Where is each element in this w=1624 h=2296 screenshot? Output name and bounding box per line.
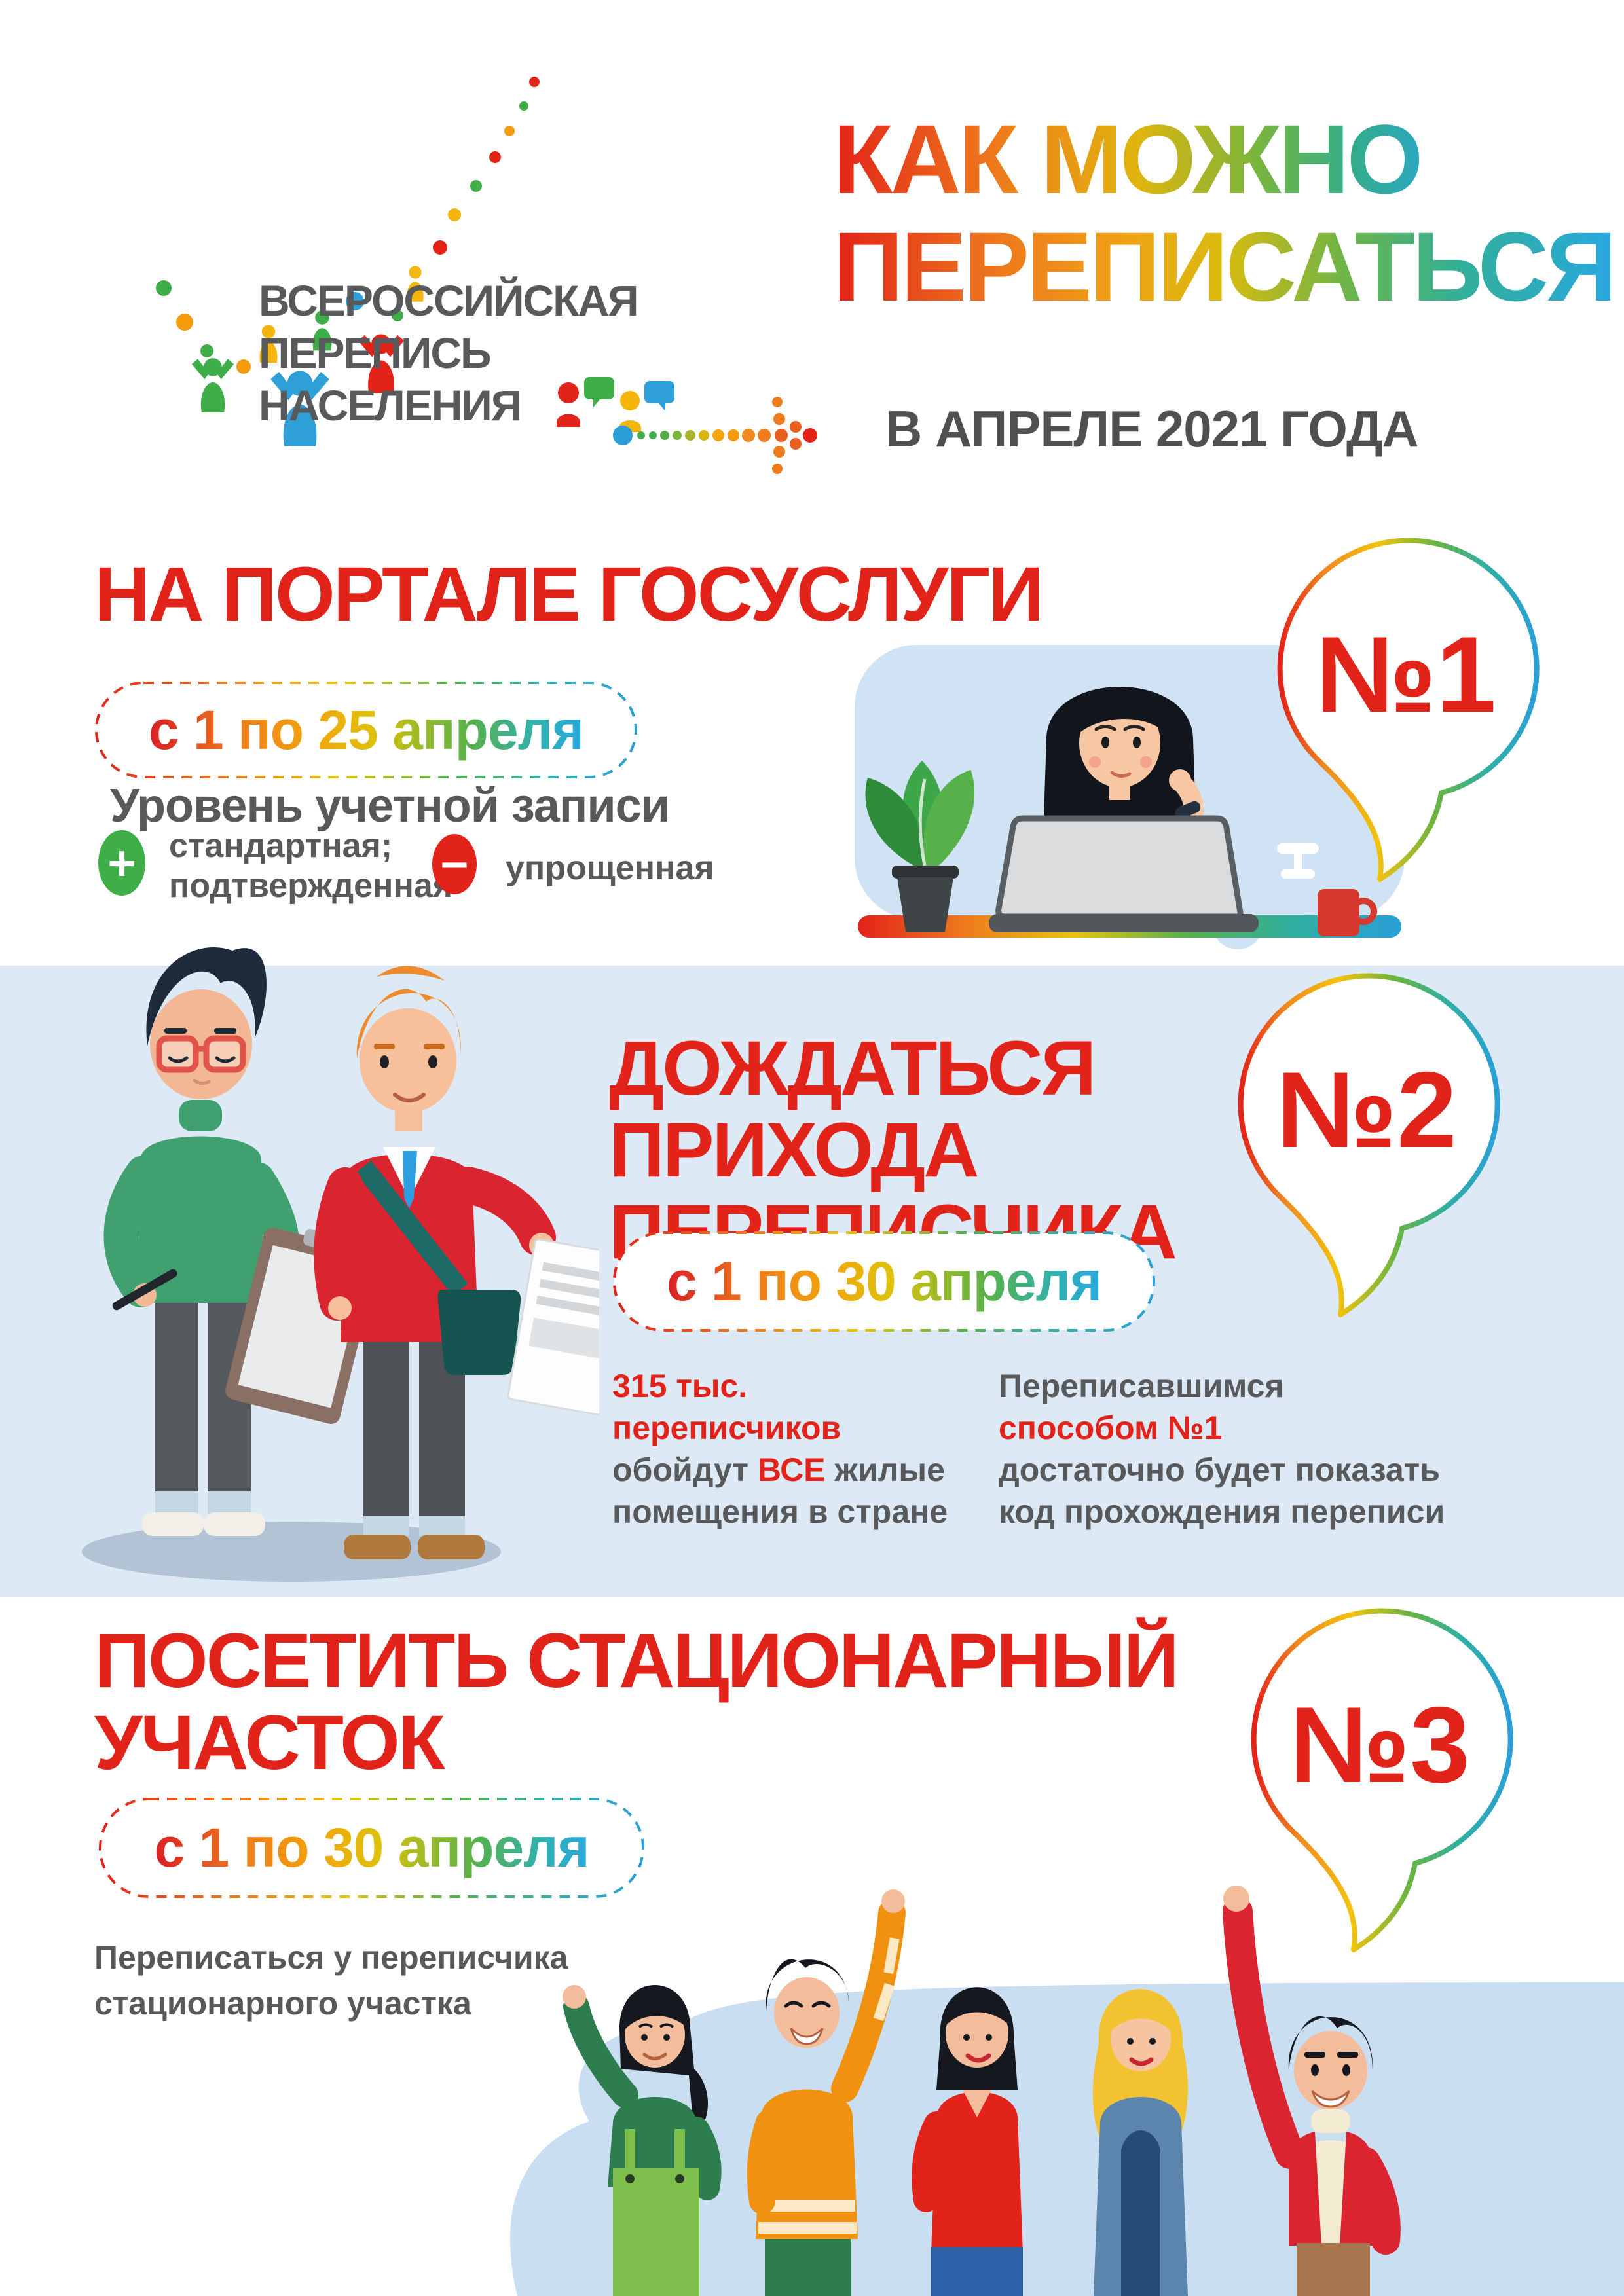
shoulder-bag [437,1290,521,1375]
fact-line3-pre: обойдут [612,1451,758,1488]
dotted-arrow-icon [613,397,817,474]
census-form-paper [507,1238,599,1416]
method3-note-line1: Переписаться у переписчика [94,1939,568,1976]
red-mug [1318,889,1377,936]
poster-subtitle: В АПРЕЛЕ 2021 ГОДА [885,400,1419,458]
man-red-cardigan [1223,1886,1401,2296]
fact-line3: обойдут ВСЕ жилые [612,1449,948,1491]
method2-title-line2: ПРИХОДА [609,1107,979,1194]
fact-right-line2: способом №1 [999,1410,1223,1446]
method3-title: ПОСЕТИТЬ СТАЦИОНАРНЫЙ УЧАСТОК [94,1618,1179,1787]
account-ok-label: стандартная; подтвержденная [169,826,452,907]
dashed-pill-border [613,1231,1155,1332]
poster-title-line1: КАК МОЖНО [833,104,1423,214]
dashed-pill-border [99,1798,644,1898]
method3-title-line1: ПОСЕТИТЬ СТАЦИОНАРНЫЙ [94,1618,1179,1704]
minus-icon: − [432,834,477,894]
plus-icon: + [98,830,145,896]
method2-fact-left: 315 тыс. переписчиков обойдут ВСЕ жилые … [612,1365,948,1533]
method3-dates: с 1 по 30 апреля [154,1817,589,1878]
method1-number-bubble: №1 [1277,538,1540,882]
fact-count-line2: переписчиков [612,1410,841,1446]
laptop [989,815,1259,932]
logo-org-line3: НАСЕЛЕНИЯ [259,381,521,429]
desk-lamp [1277,843,1319,879]
method2-number-bubble: №2 [1238,973,1500,1317]
account-level-label: Уровень учетной записи [110,780,670,832]
method2-dates-pill: с 1 по 30 апреля [612,1231,1156,1332]
method3-title-line2: УЧАСТОК [94,1700,445,1787]
girl-green-overalls [563,1985,722,2296]
census-logo: ВСЕРОССИЙСКАЯ ПЕРЕПИСЬ НАСЕЛЕНИЯ [156,77,674,446]
method2-title-line1: ДОЖДАТЬСЯ [609,1025,1096,1112]
dashed-pill-border [95,682,637,778]
method1-number: №1 [1316,614,1496,735]
plant [865,761,975,932]
logo-org-line2: ПЕРЕПИСЬ [259,329,490,377]
fact-line3-post: жилые [825,1451,945,1488]
method1-dates-pill: с 1 по 25 апреля [94,681,638,779]
red-glasses-icon [156,1035,246,1073]
method3-dates-pill: с 1 по 30 апреля [98,1797,645,1899]
method1-title: НА ПОРТАЛЕ ГОСУСЛУГИ [94,551,1044,638]
method2-dates: с 1 по 30 апреля [666,1250,1102,1312]
logo-org-line1: ВСЕРОССИЙСКАЯ [259,276,638,325]
fact-right-line3: достаточно будет показать [999,1451,1440,1488]
man-green-sweater [103,947,379,1536]
man-red-sweater [314,966,599,1559]
method3-note: Переписаться у переписчика стационарного… [94,1935,568,2026]
woman-red-top [912,1987,1023,2296]
fact-line4: помещения в стране [612,1493,948,1530]
fact-line3-highlight: ВСЕ [757,1451,826,1488]
method2-fact-right: Переписавшимся способом №1 достаточно бу… [999,1365,1445,1533]
fact-count-line1: 315 тыс. [612,1368,748,1404]
census-taker-illustration [82,947,599,1582]
method2-number: №2 [1276,1049,1457,1170]
poster-title-line2: ПЕРЕПИСАТЬСЯ [833,211,1617,321]
method1-dates: с 1 по 25 апреля [148,699,584,761]
account-ok-line2: подтвержденная [169,867,453,905]
account-ok-line1: стандартная; [169,827,393,865]
waving-people-illustration [510,1886,1624,2296]
pen [112,1269,177,1311]
method3-number-bubble: №3 [1251,1608,1513,1952]
method3-note-line2: стационарного участка [94,1985,471,2022]
logo-people-swoosh [156,77,540,446]
account-bad-label: упрощенная [506,849,714,887]
fact-right-line4: код прохождения переписи [999,1493,1445,1530]
fact-right-line1: Переписавшимся [999,1368,1284,1404]
man-striped-sweater [747,1889,906,2296]
method3-number: №3 [1289,1685,1470,1805]
woman-blonde [1092,1989,1188,2296]
